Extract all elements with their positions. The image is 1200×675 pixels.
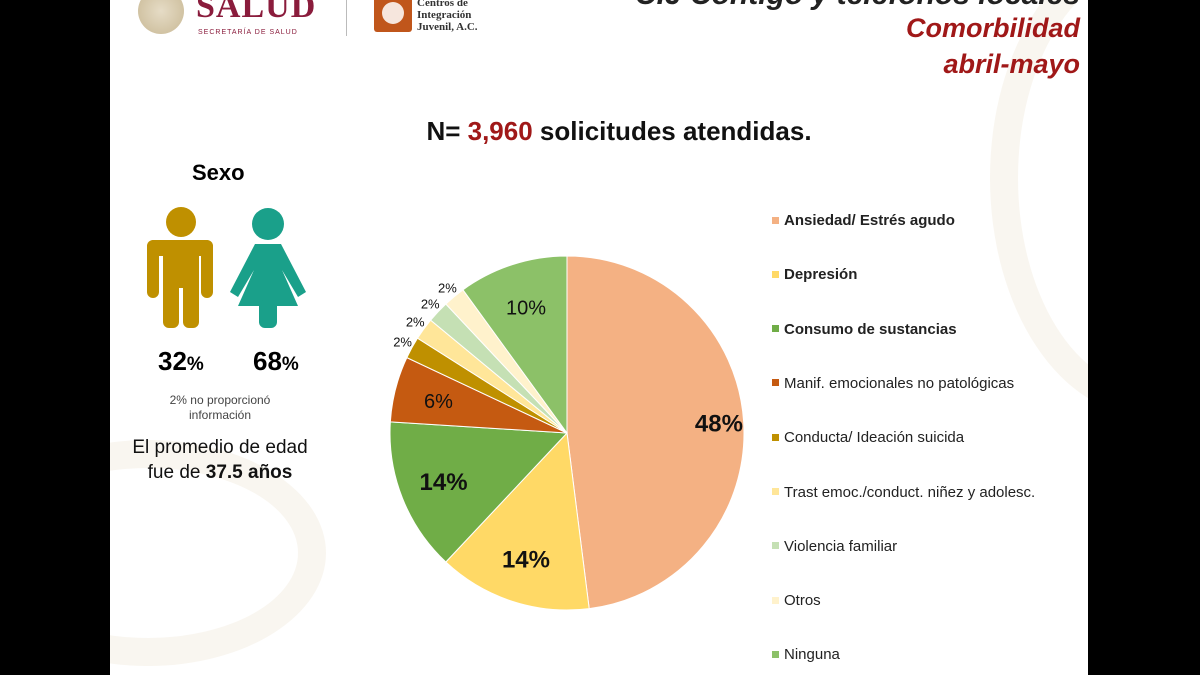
legend-label: Consumo de sustancias bbox=[784, 320, 957, 338]
pct-sign: % bbox=[281, 354, 299, 375]
legend-label: Trast emoc./conduct. niñez y adolesc. bbox=[784, 483, 1036, 501]
salud-logo: SALUD bbox=[196, 0, 317, 25]
legend-item: Trast emoc./conduct. niñez y adolesc. bbox=[772, 484, 1035, 501]
logo-divider bbox=[346, 0, 347, 36]
male-icon bbox=[147, 207, 213, 328]
pie-slice bbox=[389, 421, 569, 563]
pie-slice bbox=[429, 303, 568, 434]
pie-data-label: 14% bbox=[420, 469, 468, 496]
legend-label: Depresión bbox=[784, 266, 858, 284]
age-prefix: fue de bbox=[147, 462, 206, 483]
legend-swatch bbox=[772, 596, 779, 604]
cij-logo-text: Centros de Integración Juvenil, A.C. bbox=[417, 0, 478, 33]
legend-item: Consumo de sustancias bbox=[772, 321, 957, 338]
pie-data-label: 48% bbox=[695, 410, 743, 437]
slide: SALUD SECRETARÍA DE SALUD Centros de Int… bbox=[110, 0, 1088, 675]
average-age: El promedio de edad fue de 37.5 años bbox=[130, 435, 310, 485]
legend-swatch bbox=[772, 270, 779, 278]
female-pct-value: 68 bbox=[253, 346, 282, 376]
legend-swatch bbox=[772, 325, 779, 333]
legend-item: Depresión bbox=[772, 266, 857, 283]
pie-slice bbox=[445, 289, 568, 434]
age-value: 37.5 años bbox=[205, 462, 293, 483]
legend-item: Manif. emocionales no patológicas bbox=[772, 375, 1014, 392]
n-suffix: solicitudes atendidas. bbox=[532, 116, 812, 146]
legend-label: Manif. emocionales no patológicas bbox=[784, 374, 1015, 392]
legend-item: Ninguna bbox=[772, 646, 840, 663]
pie-data-label: 2% bbox=[438, 280, 457, 295]
female-percentage: 68% bbox=[253, 346, 299, 377]
legend-item: Violencia familiar bbox=[772, 538, 897, 555]
legend-swatch bbox=[772, 216, 779, 224]
legend-label: Otros bbox=[784, 592, 821, 610]
pie-data-label: 6% bbox=[424, 391, 453, 413]
slide-subtitle: Comorbilidad bbox=[906, 13, 1080, 43]
pie-slice bbox=[389, 356, 568, 434]
n-value: 3,960 bbox=[467, 116, 533, 146]
legend-item: Otros bbox=[772, 592, 821, 609]
pie-data-label: 14% bbox=[502, 546, 550, 573]
slide-period: abril-mayo bbox=[943, 49, 1080, 79]
legend-swatch bbox=[772, 488, 779, 496]
male-pct-value: 32 bbox=[158, 346, 187, 376]
cij-logo bbox=[374, 0, 412, 32]
pie-slice bbox=[566, 255, 745, 610]
government-seal-logo bbox=[138, 0, 184, 34]
legend-label: Violencia familiar bbox=[784, 537, 898, 555]
legend-label: Ninguna bbox=[784, 646, 840, 664]
age-line1: El promedio de edad bbox=[132, 437, 308, 458]
female-icon bbox=[230, 208, 306, 328]
pie-slice bbox=[445, 431, 590, 611]
legend-swatch bbox=[772, 542, 779, 550]
pie-data-label: 10% bbox=[506, 298, 546, 320]
legend-swatch bbox=[772, 379, 779, 387]
legend-item: Ansiedad/ Estrés agudo bbox=[772, 212, 955, 229]
pie-slice bbox=[416, 319, 568, 434]
salud-subtitle: SECRETARÍA DE SALUD bbox=[198, 29, 298, 36]
age-line2: fue de 37.5 años bbox=[130, 460, 310, 485]
pct-sign: % bbox=[186, 354, 204, 375]
pie-slice bbox=[406, 337, 568, 434]
legend-label: Ansiedad/ Estrés agudo bbox=[784, 212, 955, 229]
pie-data-label: 2% bbox=[421, 297, 440, 312]
total-requests: N= 3,960 solicitudes atendidas. bbox=[110, 116, 1088, 147]
legend-label: Conducta/ Ideación suicida bbox=[784, 429, 965, 447]
sex-title: Sexo bbox=[192, 160, 245, 185]
pie-slice bbox=[462, 255, 568, 435]
pie-chart: 48% 14% 14% 6% 2% 2% 2% 2% 10% bbox=[389, 255, 745, 611]
legend-swatch bbox=[772, 433, 779, 441]
missing-info-note: 2% no proporcionó información bbox=[169, 393, 271, 422]
pie-data-label: 2% bbox=[406, 315, 425, 330]
male-percentage: 32% bbox=[158, 346, 204, 377]
pie-data-label: 2% bbox=[393, 335, 412, 350]
legend-item: Conducta/ Ideación suicida bbox=[772, 429, 964, 446]
legend-swatch bbox=[772, 650, 779, 658]
slide-title: CIJ Contigo y teléfonos locales bbox=[635, 0, 1080, 12]
n-prefix: N= bbox=[426, 116, 468, 146]
